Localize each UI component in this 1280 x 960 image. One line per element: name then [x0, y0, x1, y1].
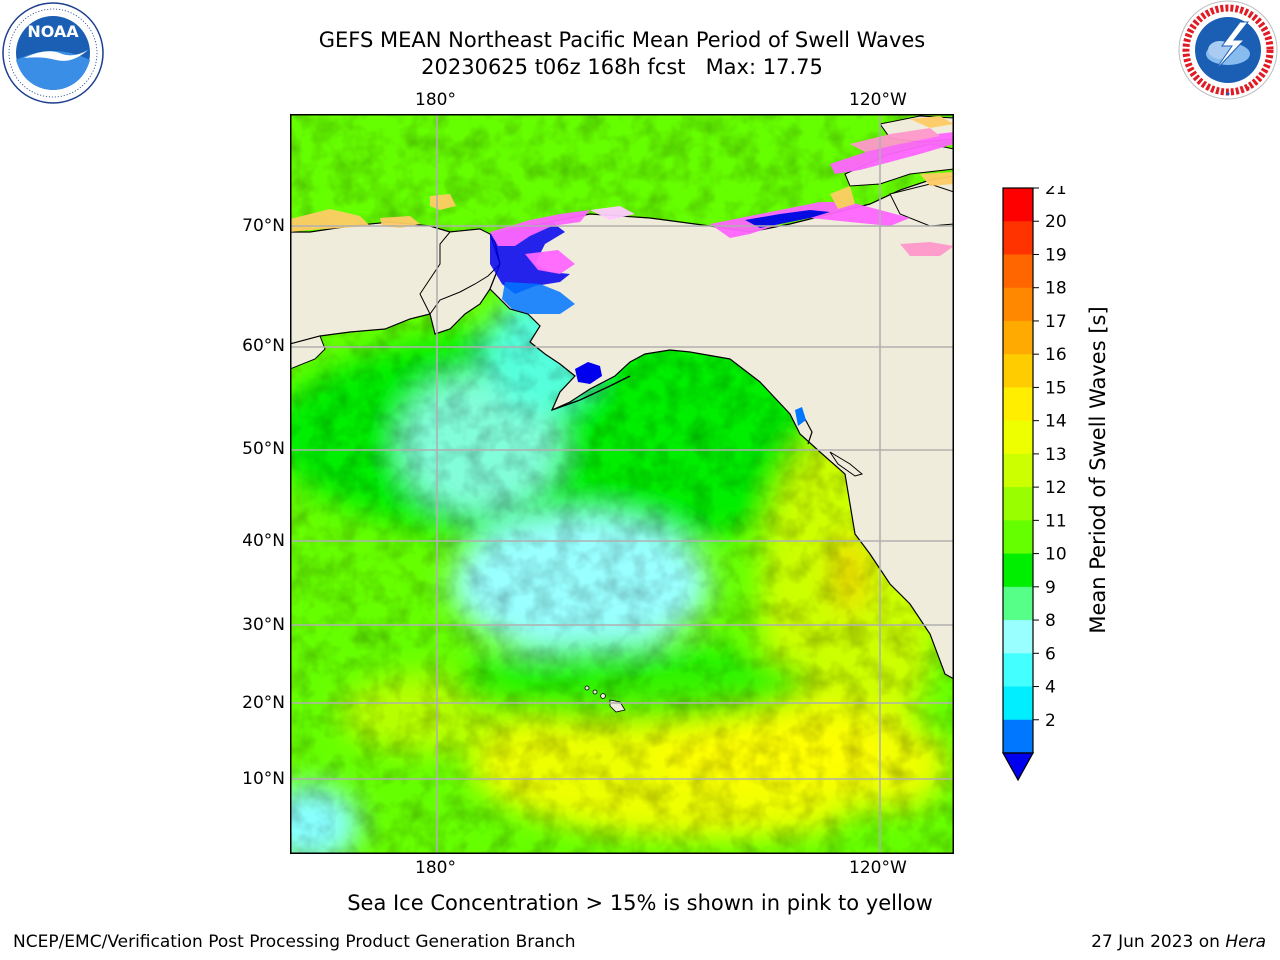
colorbar-tick-label: 4 [1045, 678, 1056, 698]
colorbar-cell [1003, 254, 1033, 289]
plot-subtitle: 20230625 t06z 168h fcst Max: 17.75 [421, 55, 823, 79]
land-haida-gwaii [804, 418, 813, 445]
colorbar-label: Mean Period of Swell Waves [s] [1086, 306, 1110, 634]
colorbar: 21 20 19 18 17 16 15 14 13 12 11 10 9 8 6 4 2 [1001, 186, 1067, 782]
footer-date: 27 Jun 2023 on Hera [1091, 932, 1266, 952]
lat-tick-40n: 40°N [242, 531, 285, 551]
colorbar-under-triangle [1001, 752, 1035, 782]
colorbar-tick-label: 17 [1045, 312, 1067, 332]
footer-date-text: 27 Jun 2023 on [1091, 932, 1226, 952]
sea-ice [290, 116, 954, 274]
lat-tick-20n: 20°N [242, 693, 285, 713]
colorbar-tick-label: 9 [1045, 578, 1056, 598]
lat-tick-30n: 30°N [242, 615, 285, 635]
lon-tick-bottom-180: 180° [415, 858, 456, 878]
region-blue-norton [502, 282, 575, 314]
colorbar-cell [1003, 686, 1033, 721]
colorbar-cell [1003, 487, 1033, 521]
lat-tick-10n: 10°N [242, 769, 285, 789]
colorbar-tick-label: 20 [1045, 212, 1067, 232]
map-gridlines [290, 114, 954, 854]
map-border [290, 114, 954, 854]
land-aleutian-arc [551, 375, 631, 411]
lat-tick-70n: 70°N [242, 216, 285, 236]
colorbar-cell [1003, 188, 1033, 222]
colorbar-tick-label: 15 [1045, 378, 1067, 398]
colorbar-tick-label: 6 [1045, 644, 1056, 664]
colorbar-tick-label: 8 [1045, 611, 1056, 631]
colorbar-cell [1003, 553, 1033, 588]
colorbar-tick-label: 13 [1045, 445, 1067, 465]
colorbar-cell [1003, 586, 1033, 621]
colorbar-tick-label: 2 [1045, 711, 1056, 731]
lon-tick-top-180: 180° [415, 90, 456, 110]
colorbar-cell [1003, 320, 1033, 355]
colorbar-ticks: 21 20 19 18 17 16 15 14 13 12 11 10 9 8 6 4 2 [1033, 186, 1067, 731]
colorbar-cell [1003, 387, 1033, 422]
colorbar-cell [1003, 620, 1033, 654]
colorbar-cell [1003, 453, 1033, 488]
colorbar-cell [1003, 354, 1033, 388]
lat-tick-50n: 50°N [242, 439, 285, 459]
colorbar-cell [1003, 420, 1033, 455]
footer-credit: NCEP/EMC/Verification Post Processing Pr… [13, 932, 576, 952]
colorbar-tick-label: 14 [1045, 412, 1067, 432]
colorbar-outline [1002, 187, 1034, 754]
svg-text:NOAA: NOAA [27, 22, 79, 41]
colorbar-tick-label: 19 [1045, 245, 1067, 265]
plot-title: GEFS MEAN Northeast Pacific Mean Period … [318, 28, 926, 52]
land-kamchatka [290, 335, 326, 370]
colorbar-tick-label: 10 [1045, 545, 1067, 565]
swell-period-map [290, 114, 954, 854]
lon-tick-bottom-120w: 120°W [849, 858, 907, 878]
region-blue-bristol-bay [575, 362, 602, 384]
colorbar-cell [1003, 221, 1033, 255]
colorbar-cell [1003, 287, 1033, 322]
colorbar-tick-label: 11 [1045, 511, 1067, 531]
nws-logo-icon [1178, 0, 1278, 100]
colorbar-tick-label: 18 [1045, 279, 1067, 299]
footer-host: Hera [1225, 932, 1266, 952]
noaa-logo-icon: NOAA [2, 2, 104, 104]
colorbar-tick-label: 21 [1045, 186, 1067, 199]
lon-tick-top-120w: 120°W [849, 90, 907, 110]
colorbar-cell [1003, 520, 1033, 555]
region-blue-bc-coast [795, 407, 806, 426]
colorbar-cell [1003, 719, 1033, 754]
colorbar-tick-label: 12 [1045, 478, 1067, 498]
sea-ice-note: Sea Ice Concentration > 15% is shown in … [347, 891, 933, 915]
land-vancouver-island [829, 451, 864, 477]
colorbar-cell [1003, 653, 1033, 688]
colorbar-tick-label: 16 [1045, 345, 1067, 365]
colorbar-cells [1001, 187, 1035, 782]
lat-tick-60n: 60°N [242, 336, 285, 356]
